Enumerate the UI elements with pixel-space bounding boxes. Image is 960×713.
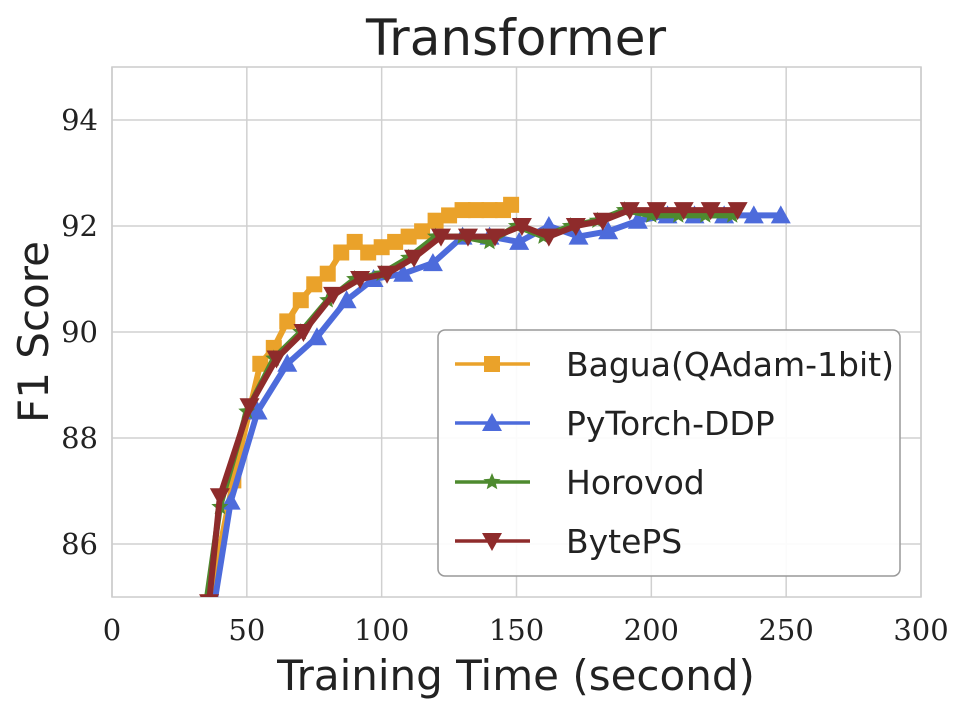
x-tick-label: 50 [228,613,265,647]
data-point [377,265,398,284]
y-tick-label: 94 [61,103,98,137]
x-tick-label: 150 [489,613,544,647]
y-tick-label: 92 [61,209,98,243]
y-axis-label: F1 Score [9,241,58,423]
chart-title: Transformer [365,9,666,67]
legend-box [437,329,901,577]
data-point [247,401,268,420]
data-point [743,205,764,224]
data-point [306,327,327,346]
x-tick-label: 300 [893,613,948,647]
legend-item: PyTorch-DDP [455,404,775,443]
data-point [414,223,431,240]
legend-label: Horovod [566,463,705,502]
data-point [306,276,323,293]
y-tick-label: 90 [61,315,98,349]
data-point [481,232,499,250]
x-tick-label: 0 [103,613,121,647]
data-point [333,244,350,261]
series-triangle-down [199,202,748,597]
data-point [642,206,660,223]
data-point [427,212,444,229]
y-tick-label: 88 [61,421,98,455]
data-point [323,286,344,305]
data-point [360,244,377,261]
data-point [336,290,357,309]
data-point [700,202,721,221]
x-tick-label: 250 [758,613,813,647]
legend-marker [482,413,502,431]
legend: Bagua(QAdam-1bit) PyTorch-DDP Horovod ByteP… [437,329,901,577]
series-layer [199,196,791,597]
data-point [568,226,589,245]
plot-area-frame [111,66,922,598]
data-point [350,271,371,289]
data-point [538,228,559,247]
legend-marker [484,356,500,372]
data-point [457,228,478,247]
data-point [430,228,451,247]
data-point [619,202,640,221]
data-point [252,355,269,372]
data-point [511,218,532,236]
tick-labels: 0 50 100 150 200 250 300 86 88 90 92 94 [61,103,949,647]
data-point [319,265,336,282]
data-point [373,239,390,256]
data-point [669,206,687,223]
data-point [400,228,417,245]
data-point [468,202,485,219]
legend-marker [483,473,501,490]
data-point [199,594,220,597]
legend-label: BytePS [566,522,682,561]
data-point [770,205,791,224]
data-point [387,233,404,250]
legend-label: PyTorch-DDP [566,404,775,443]
data-point [484,228,505,247]
data-point [266,350,287,369]
legend-marker [482,533,502,551]
data-point [592,212,613,231]
legend-item: Bagua(QAdam-1bit) [455,345,894,384]
data-point [404,249,425,268]
data-point [503,196,520,213]
legend-label: Bagua(QAdam-1bit) [566,345,894,384]
data-point [481,202,498,219]
legend-item: Horovod [455,463,705,502]
data-point [454,202,471,219]
data-point [292,292,309,309]
data-point [441,207,458,224]
data-point [293,324,314,342]
data-point [627,210,648,229]
data-point [422,253,443,272]
data-point [279,313,296,330]
x-tick-label: 100 [354,613,409,647]
data-point [239,398,260,417]
data-point [598,221,619,240]
data-point [696,206,714,223]
data-point [673,202,694,221]
legend-item: BytePS [455,522,682,561]
data-point [393,263,414,282]
data-point [727,202,748,221]
data-point [346,233,363,250]
data-point [646,202,667,221]
data-point [209,488,230,507]
x-tick-label: 200 [624,613,679,647]
data-point [509,231,530,250]
data-point [723,206,741,223]
x-axis-label: Training Time (second) [276,651,755,700]
y-tick-label: 86 [61,527,98,561]
data-point [277,353,298,372]
data-point [565,218,586,236]
